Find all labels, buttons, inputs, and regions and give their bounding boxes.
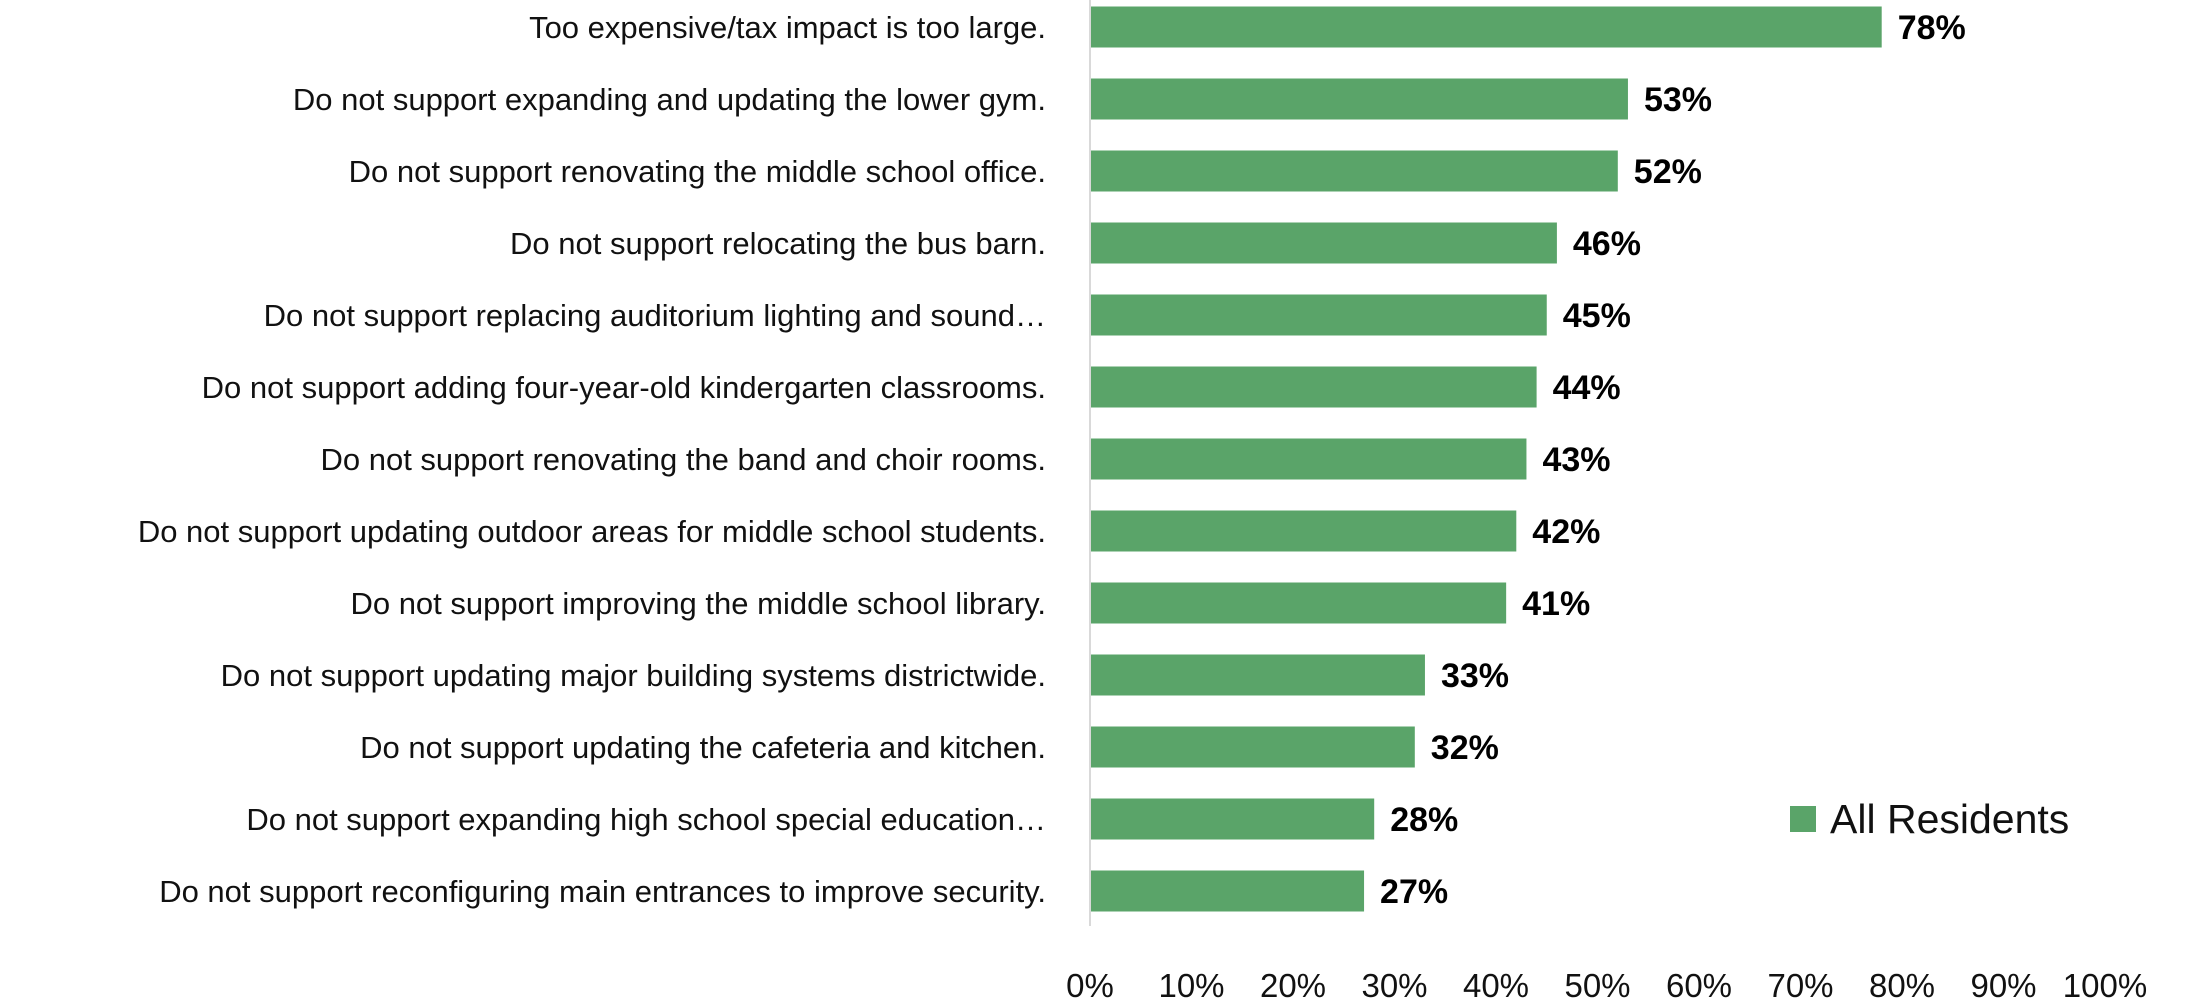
category-label: Do not support updating major building s… [221,658,1046,693]
category-label: Do not support expanding high school spe… [246,802,1046,837]
bar [1090,798,1375,840]
bar [1090,78,1628,120]
x-tick-label: 100% [2063,967,2147,1004]
category-label: Do not support expanding and updating th… [293,82,1046,117]
category-label: Do not support updating the cafeteria an… [360,730,1046,765]
x-tick-label: 30% [1361,967,1427,1004]
category-label: Do not support renovating the band and c… [320,442,1046,477]
bar [1090,510,1517,552]
bar [1090,294,1547,336]
data-label: 53% [1644,81,1712,119]
bar [1090,654,1425,696]
x-tick-label: 70% [1767,967,1833,1004]
category-label: Do not support relocating the bus barn. [510,226,1046,261]
bar [1090,726,1415,768]
data-label: 52% [1634,153,1702,191]
x-tick-label: 80% [1869,967,1935,1004]
bar [1090,582,1507,624]
bar [1090,150,1618,192]
x-tick-label: 40% [1463,967,1529,1004]
data-label: 32% [1431,729,1499,767]
legend-swatch [1790,806,1816,832]
category-label: Do not support renovating the middle sch… [349,154,1046,189]
category-label: Do not support adding four-year-old kind… [202,370,1046,405]
data-label: 46% [1573,225,1641,263]
data-label: 43% [1542,441,1610,479]
data-label: 41% [1522,585,1590,623]
x-tick-label: 0% [1066,967,1114,1004]
data-label: 45% [1563,297,1631,335]
data-label: 27% [1380,873,1448,911]
x-tick-label: 10% [1158,967,1224,1004]
bar [1090,222,1557,264]
category-label: Do not support updating outdoor areas fo… [138,514,1046,549]
data-label: 44% [1553,369,1621,407]
x-tick-label: 60% [1666,967,1732,1004]
bar [1090,870,1365,912]
category-label: Do not support improving the middle scho… [350,586,1046,621]
data-label: 42% [1532,513,1600,551]
category-label: Do not support replacing auditorium ligh… [264,298,1046,333]
legend-label: All Residents [1830,796,2069,842]
x-tick-label: 90% [1970,967,2036,1004]
category-label: Too expensive/tax impact is too large. [529,10,1046,45]
data-label: 33% [1441,657,1509,695]
x-tick-label: 50% [1564,967,1630,1004]
category-label: Do not support reconfiguring main entran… [159,874,1046,909]
data-label: 78% [1898,9,1966,47]
x-tick-label: 20% [1260,967,1326,1004]
bar [1090,438,1527,480]
bar [1090,366,1537,408]
data-label: 28% [1390,801,1458,839]
bar [1090,6,1882,48]
